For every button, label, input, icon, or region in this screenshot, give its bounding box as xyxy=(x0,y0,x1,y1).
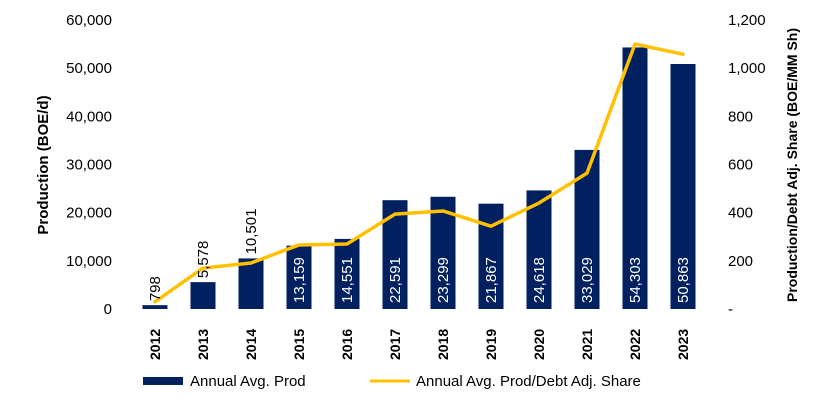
legend-swatch-bar xyxy=(143,377,183,385)
x-tick-label: 2019 xyxy=(483,329,499,360)
x-tick-label: 2020 xyxy=(531,329,547,360)
x-tick-label: 2017 xyxy=(387,329,403,360)
y-tick-label: 40,000 xyxy=(66,108,112,125)
y2-tick-label: 400 xyxy=(728,205,753,222)
bar-data-label: 50,863 xyxy=(675,257,692,303)
bar-data-label: 13,159 xyxy=(291,257,308,303)
bar-data-label: 22,591 xyxy=(387,257,404,303)
bar-data-label: 33,029 xyxy=(579,257,596,303)
bar-data-label: 14,551 xyxy=(339,257,356,303)
legend-label-line: Annual Avg. Prod/Debt Adj. Share xyxy=(416,373,641,390)
bar xyxy=(143,305,168,309)
x-tick-label: 2023 xyxy=(675,329,691,360)
y2-tick-label: 200 xyxy=(728,253,753,270)
y2-axis-label: Production/Debt Adj. Share (BOE/MM Sh) xyxy=(784,28,800,302)
x-tick-label: 2022 xyxy=(627,329,643,360)
line-series xyxy=(155,44,683,302)
y-tick-label: 0 xyxy=(104,301,112,318)
y-tick-label: 60,000 xyxy=(66,12,112,29)
bar-data-label: 21,867 xyxy=(483,257,500,303)
x-tick-label: 2018 xyxy=(435,329,451,360)
legend: Annual Avg. Prod Annual Avg. Prod/Debt A… xyxy=(143,373,641,390)
bar-data-label: 5,578 xyxy=(195,241,212,279)
y-tick-label: 10,000 xyxy=(66,253,112,270)
x-tick-label: 2015 xyxy=(291,329,307,360)
y2-tick-label: 600 xyxy=(728,157,753,174)
bar xyxy=(191,282,216,309)
bar-data-label: 54,303 xyxy=(627,257,644,303)
x-tick-label: 2012 xyxy=(147,329,163,360)
bar-data-label: 23,299 xyxy=(435,257,452,303)
bar xyxy=(239,258,264,309)
bar-data-label: 24,618 xyxy=(531,257,548,303)
x-tick-label: 2016 xyxy=(339,329,355,360)
y-tick-label: 30,000 xyxy=(66,157,112,174)
x-tick-label: 2013 xyxy=(195,329,211,360)
bar-data-label: 798 xyxy=(147,276,164,301)
y2-tick-label: 800 xyxy=(728,108,753,125)
bar-data-label: 10,501 xyxy=(243,209,260,255)
x-tick-label: 2014 xyxy=(243,329,259,360)
y2-tick-label: 1,200 xyxy=(728,12,766,29)
y2-tick-label: - xyxy=(728,301,733,318)
y-tick-label: 50,000 xyxy=(66,60,112,77)
y-axis-label: Production (BOE/d) xyxy=(35,95,52,234)
y-tick-label: 20,000 xyxy=(66,205,112,222)
x-tick-label: 2021 xyxy=(579,329,595,360)
y2-tick-label: 1,000 xyxy=(728,60,766,77)
legend-label-bar: Annual Avg. Prod xyxy=(190,373,306,390)
